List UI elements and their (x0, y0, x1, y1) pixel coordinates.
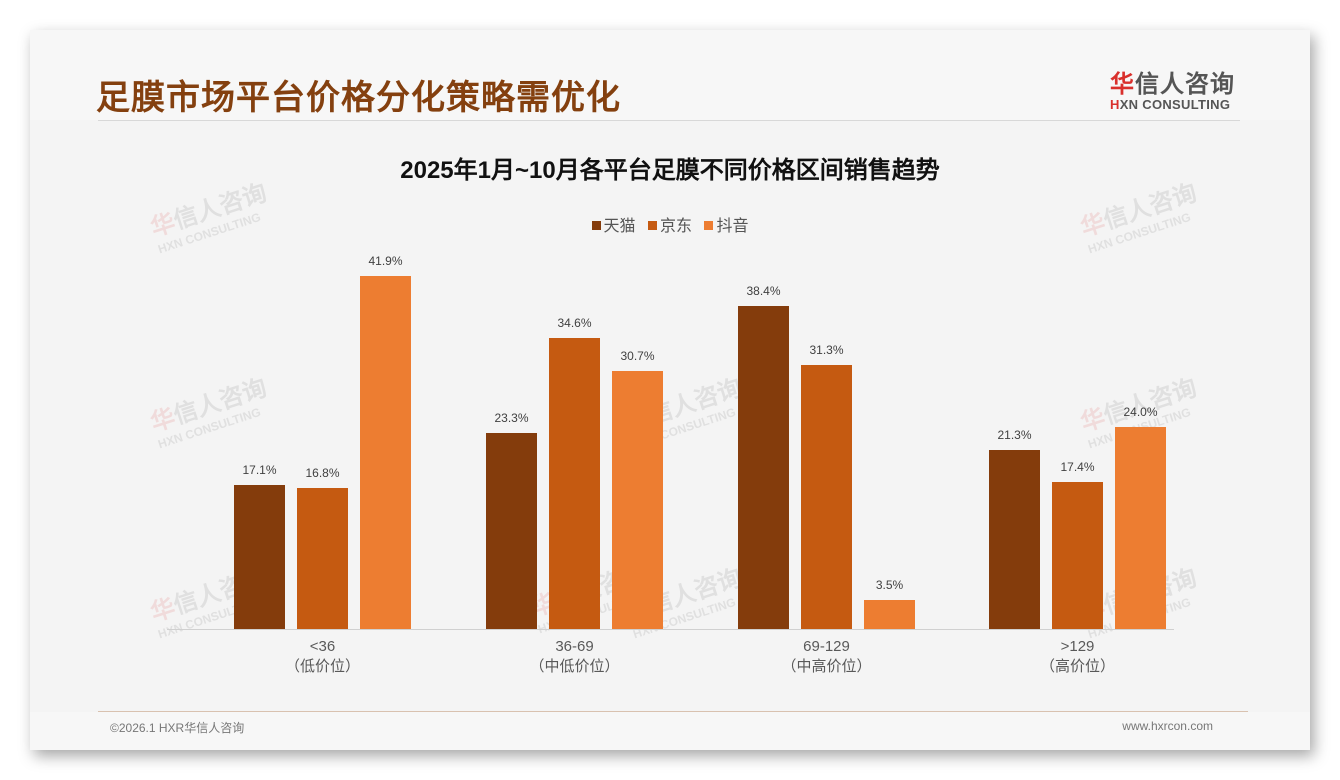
legend-swatch-icon (591, 221, 601, 230)
category-range: 36-69 (555, 638, 594, 655)
category-tier: （中高价位） (781, 658, 872, 675)
legend-item-tmall: 天猫 (591, 212, 636, 236)
logo-cn: 华信人咨询 (1110, 64, 1250, 99)
bar (864, 599, 915, 629)
legend-swatch-icon (647, 221, 657, 230)
slide: 足膜市场平台价格分化策略需优化 华信人咨询 HXN CONSULTING 华信人… (30, 30, 1310, 750)
legend-item-jd: 京东 (647, 212, 692, 236)
bar (297, 487, 348, 629)
bar-chart-plot: 17.1% 16.8% 41.9% <36 （低价位） 23.3% 34.6% 30.7% 36… (167, 230, 1174, 675)
bar (612, 370, 663, 629)
bar-value-label: 38.4% (746, 283, 781, 298)
bar-value-label: 3.5% (875, 577, 904, 592)
bar (360, 276, 411, 629)
logo-en-accent: H (1110, 97, 1120, 112)
page-title: 足膜市场平台价格分化策略需优化 (96, 79, 621, 117)
footer-website: www.hxrcon.com (1122, 719, 1213, 733)
category-tier: （高价位） (1039, 658, 1115, 675)
x-axis-category-label: 69-129 （中高价位） (727, 637, 927, 677)
chart-title: 2025年1月~10月各平台足膜不同价格区间销售趋势 (400, 157, 940, 184)
chart-legend: 天猫 京东 抖音 (30, 212, 1310, 236)
bar (1052, 482, 1103, 629)
bar (801, 365, 852, 629)
bar (738, 305, 789, 629)
x-axis-category-label: >129 （高价位） (978, 637, 1178, 677)
company-logo: 华信人咨询 HXN CONSULTING (1110, 64, 1250, 112)
header-band (30, 30, 1310, 120)
category-tier: （低价位） (284, 658, 360, 675)
logo-en: HXN CONSULTING (1110, 97, 1250, 112)
title-divider (98, 120, 1240, 121)
category-range: 69-129 (803, 638, 850, 655)
legend-label: 京东 (659, 218, 692, 235)
bar (234, 485, 285, 629)
logo-cn-rest: 信人咨询 (1135, 71, 1235, 98)
x-axis-category-label: <36 （低价位） (223, 637, 423, 677)
bar-value-label: 31.3% (809, 343, 844, 358)
bar (989, 449, 1040, 629)
legend-item-douyin: 抖音 (704, 212, 748, 236)
legend-label: 抖音 (716, 218, 749, 235)
x-axis-line (167, 629, 1174, 630)
legend-swatch-icon (704, 221, 714, 230)
category-range: <36 (309, 638, 336, 655)
bar-value-label: 30.7% (620, 348, 655, 363)
legend-label: 天猫 (603, 218, 636, 235)
bar (1115, 426, 1166, 629)
bar (549, 337, 600, 629)
category-range: >129 (1060, 638, 1095, 655)
bar-value-label: 24.0% (1123, 404, 1158, 419)
bar-value-label: 21.3% (997, 427, 1032, 442)
logo-en-rest: XN CONSULTING (1119, 97, 1231, 112)
bar-value-label: 17.1% (242, 463, 277, 478)
footer-copyright: ©2026.1 HXR华信人咨询 (110, 721, 245, 735)
category-tier: （中低价位） (529, 658, 620, 675)
bar-value-label: 17.4% (1060, 460, 1095, 475)
footer-band (30, 712, 1310, 750)
bar-value-label: 34.6% (557, 315, 592, 330)
bar-value-label: 41.9% (368, 254, 403, 269)
bar-value-label: 23.3% (494, 410, 529, 425)
bar (486, 432, 537, 629)
x-axis-category-label: 36-69 （中低价位） (475, 637, 675, 677)
bar-value-label: 16.8% (305, 465, 340, 480)
logo-cn-accent: 华 (1110, 71, 1135, 98)
footer-divider (98, 711, 1248, 712)
